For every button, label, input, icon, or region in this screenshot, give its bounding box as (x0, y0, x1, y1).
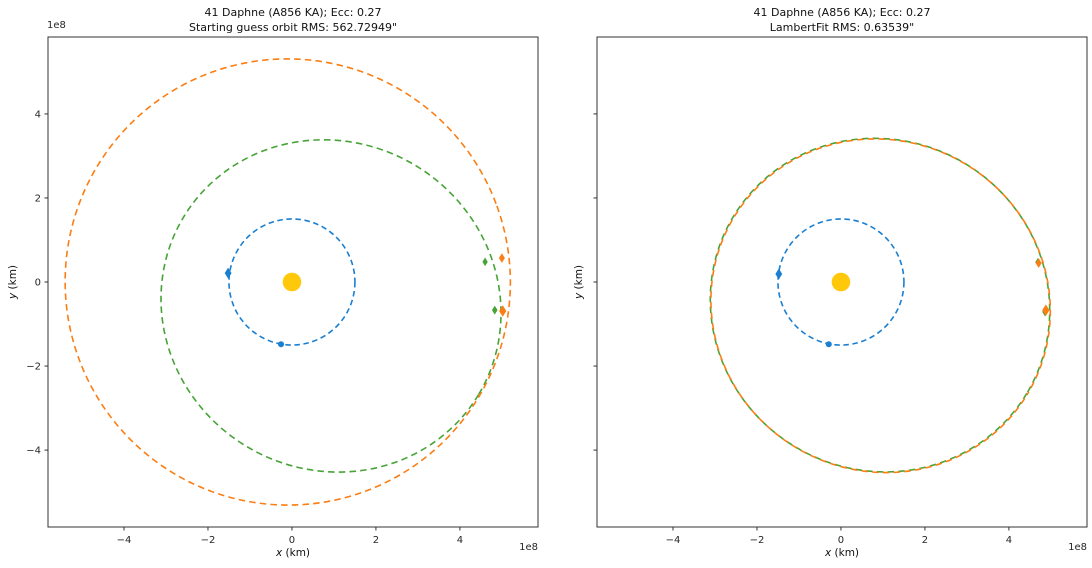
x-tick-label: 4 (457, 535, 463, 546)
guess-pos-2-marker (499, 305, 507, 317)
right-ylabel-var: y (573, 292, 585, 300)
true-pos-2-marker (491, 305, 498, 315)
subplot-right: −4 −2 0 2 4 (593, 36, 1088, 546)
fitted-orbit (710, 138, 1052, 474)
sun-marker (282, 272, 302, 292)
right-xlabel-var: x (824, 547, 832, 559)
left-ylabel-var: y (7, 292, 19, 300)
y-tick-label: 0 (35, 278, 41, 289)
x-tick-label: −4 (117, 535, 132, 546)
left-xlabel-unit: (km) (282, 547, 311, 559)
y-tick-label: −2 (26, 362, 41, 373)
y-tick-label: 4 (35, 109, 41, 120)
earth-orbit (228, 218, 356, 346)
right-ylabel-unit: (km) (573, 264, 585, 293)
left-title-line1: 41 Daphne (A856 KA); Ecc: 0.27 (204, 6, 382, 19)
x-tick-label: −2 (750, 535, 765, 546)
true-orbit (160, 139, 502, 473)
earth-obs-2-marker (825, 341, 832, 348)
true-orbit (709, 137, 1051, 473)
left-ylabel-unit: (km) (7, 264, 19, 293)
left-xlabel-var: x (275, 547, 283, 559)
sun-marker (831, 272, 851, 292)
right-title-line1: 41 Daphne (A856 KA); Ecc: 0.27 (753, 6, 931, 19)
left-yaxis-label: y (km) (7, 252, 21, 312)
left-title-line2: Starting guess orbit RMS: 562.72949" (188, 21, 398, 34)
left-plot-title: 41 Daphne (A856 KA); Ecc: 0.27 Starting … (48, 5, 538, 35)
right-yaxis-label: y (km) (573, 252, 587, 312)
right-x-offset-label: 1e8 (1068, 542, 1087, 553)
x-tick-label: 2 (922, 535, 928, 546)
y-tick-label: −4 (26, 446, 41, 457)
right-title-line2: LambertFit RMS: 0.63539" (769, 21, 915, 34)
earth-obs-1-marker (775, 268, 783, 280)
right-xaxis-label: x (km) (597, 547, 1087, 559)
fit-pos-1-marker (1035, 258, 1042, 268)
earth-obs-1-marker (224, 267, 232, 279)
x-tick-label: 4 (1006, 535, 1012, 546)
x-tick-label: 0 (289, 535, 295, 546)
subplot-left: −4 −2 0 2 4 4 2 0 −2 −4 (26, 36, 539, 546)
x-tick-label: −2 (201, 535, 216, 546)
true-pos-1-marker (482, 257, 488, 267)
guess-pos-1-marker (498, 253, 505, 263)
earth-obs-2-marker (278, 341, 285, 348)
x-tick-label: −4 (666, 535, 681, 546)
guess-orbit (64, 58, 512, 506)
right-xlabel-unit: (km) (831, 547, 860, 559)
left-y-offset-label: 1e8 (47, 20, 66, 31)
x-tick-label: 0 (838, 535, 844, 546)
left-x-offset-label: 1e8 (519, 542, 538, 553)
y-tick-label: 2 (35, 193, 41, 204)
fit-pos-2-marker (1042, 304, 1050, 316)
left-xaxis-label: x (km) (48, 547, 538, 559)
x-tick-label: 2 (373, 535, 379, 546)
earth-orbit (777, 218, 905, 346)
right-plot-title: 41 Daphne (A856 KA); Ecc: 0.27 LambertFi… (597, 5, 1087, 35)
